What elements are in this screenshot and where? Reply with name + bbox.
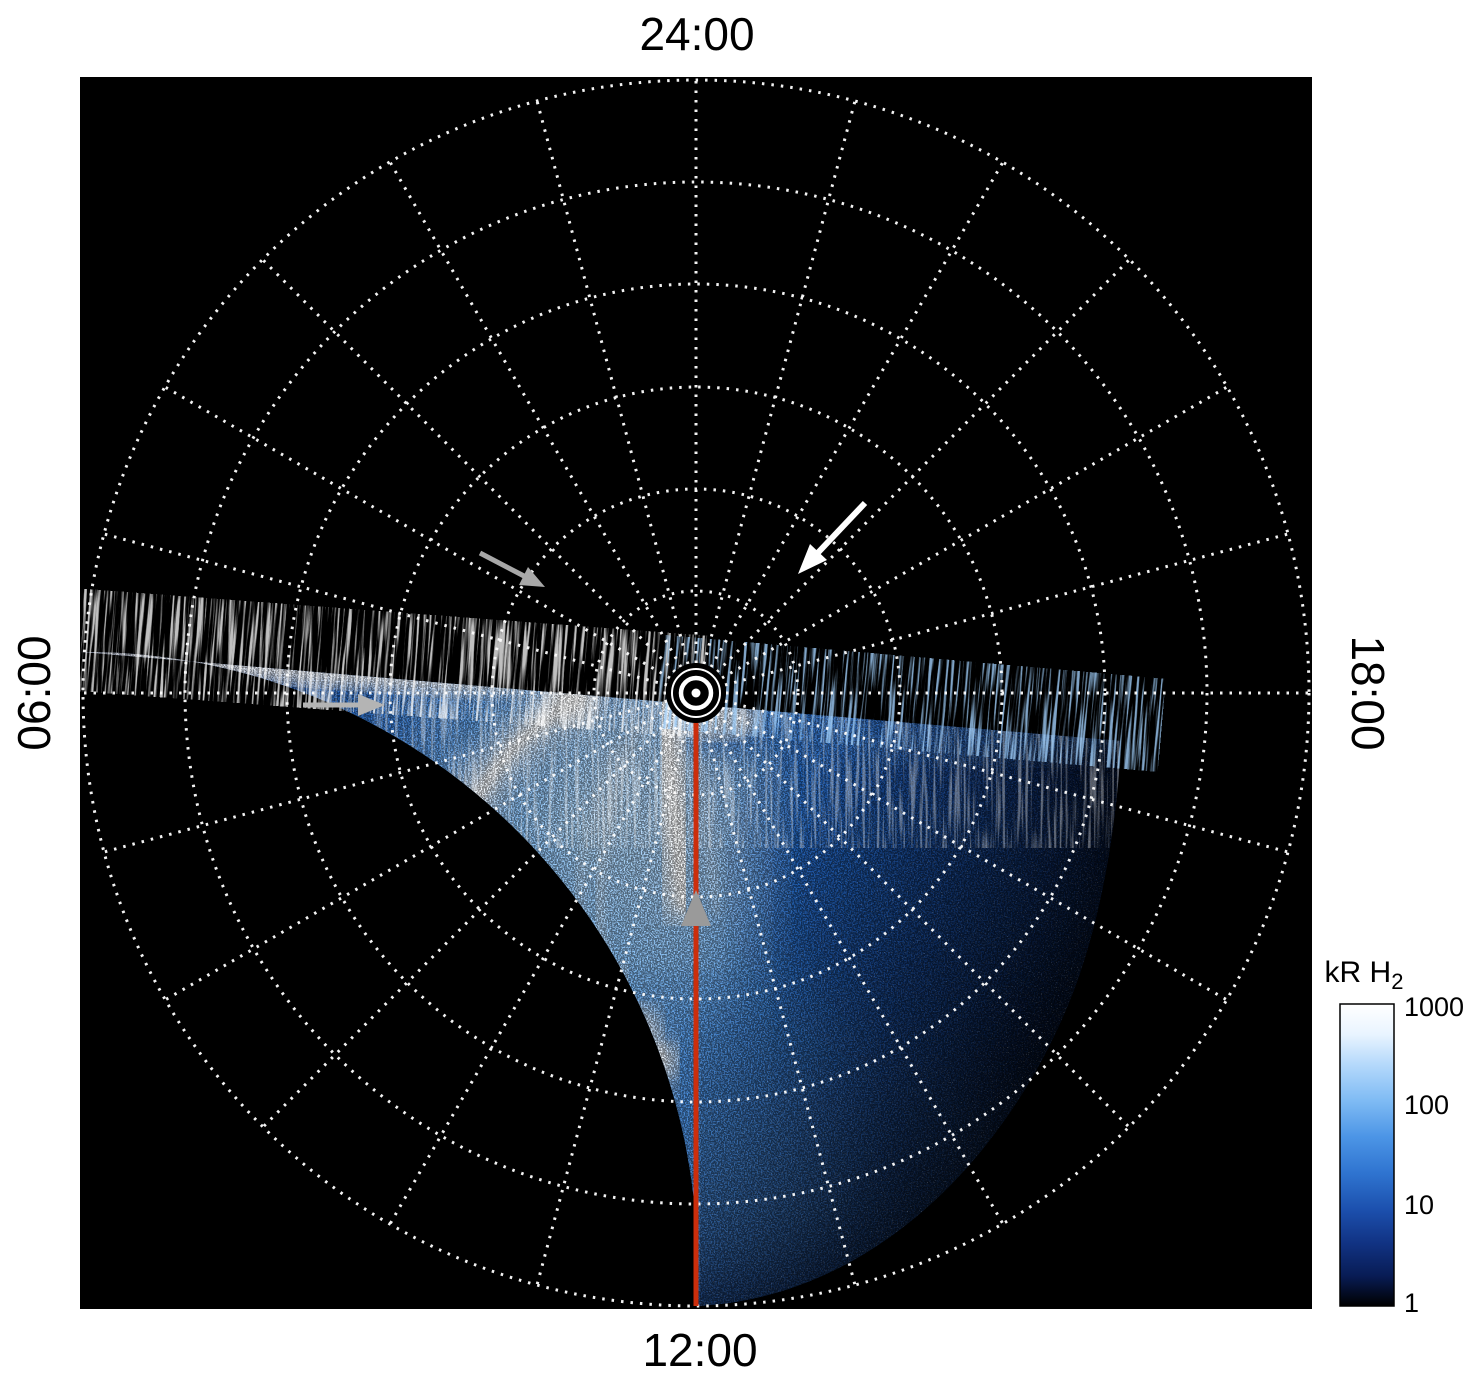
grid-ring-4 — [285, 282, 1107, 1104]
grid-spoke — [724, 532, 1289, 687]
colorbar-title-sub: 2 — [1391, 969, 1403, 994]
grid-ring-1 — [592, 589, 800, 797]
grid-ring-2 — [490, 487, 902, 899]
pole-marker-outer-ring — [671, 668, 721, 718]
annotation-arrows — [303, 500, 868, 716]
colorbar-tick-100: 100 — [1404, 1090, 1449, 1120]
grid-spoke — [261, 712, 677, 1129]
grid-spoke — [164, 706, 671, 1002]
grid-spoke — [535, 100, 690, 665]
colorbar-title: kR H2 — [1325, 956, 1404, 994]
grid-spoke — [702, 721, 857, 1286]
colorbar-tick-10: 10 — [1404, 1190, 1434, 1220]
label-1200: 12:00 — [642, 1324, 757, 1376]
grid-spoke — [709, 718, 1005, 1225]
grid-spoke — [721, 706, 1228, 1002]
colorbar-title-main: kR H — [1325, 956, 1392, 989]
gray-arrow-dawn-head — [358, 694, 385, 716]
grid-spoke — [709, 161, 1005, 668]
dawn-fringe-spikes — [94, 618, 651, 706]
grid-spoke — [721, 385, 1228, 680]
grid-spoke — [535, 721, 690, 1286]
grid-spoke — [103, 532, 668, 687]
gray-arrow-dawn — [303, 694, 385, 716]
colorbar-tick-1000: 1000 — [1404, 992, 1464, 1022]
grid-ring-6 — [81, 78, 1311, 1308]
grid-spoke — [388, 161, 683, 668]
grid-spoke — [715, 712, 1131, 1129]
white-arrow-head — [798, 544, 827, 574]
grid-spoke — [103, 699, 668, 854]
gray-arrow-postmidnight-shaft — [478, 550, 526, 579]
grid-ring-5 — [183, 180, 1209, 1206]
colorbar-tick-1: 1 — [1404, 1288, 1419, 1318]
grid-spoke — [715, 258, 1131, 674]
colorbar-gradient — [1339, 1003, 1395, 1307]
pole-marker-ring — [678, 675, 714, 711]
label-0600: 06:00 — [8, 635, 60, 750]
dusk-fringe-spikes — [699, 664, 1122, 743]
label-2400: 24:00 — [639, 8, 754, 60]
grid-spoke — [702, 100, 857, 665]
colorbar: kR H2 1000 100 10 1 — [1325, 956, 1465, 1318]
pole-marker — [666, 663, 726, 723]
white-arrow — [798, 500, 868, 574]
grid-spokes — [83, 80, 1309, 1306]
label-1800: 18:00 — [1342, 635, 1394, 750]
white-arrow-shaft — [809, 500, 868, 562]
gray-arrow-postmidnight — [478, 550, 545, 587]
pole-marker-dot — [691, 688, 701, 698]
grid-spoke — [388, 718, 683, 1225]
grid-spoke — [724, 699, 1289, 854]
grid-spoke — [164, 385, 671, 680]
gray-arrow-postmidnight-head — [519, 567, 545, 587]
grid-spoke — [261, 258, 677, 674]
polar-grid — [81, 78, 1311, 1308]
gray-arrowhead-noon — [681, 890, 711, 926]
